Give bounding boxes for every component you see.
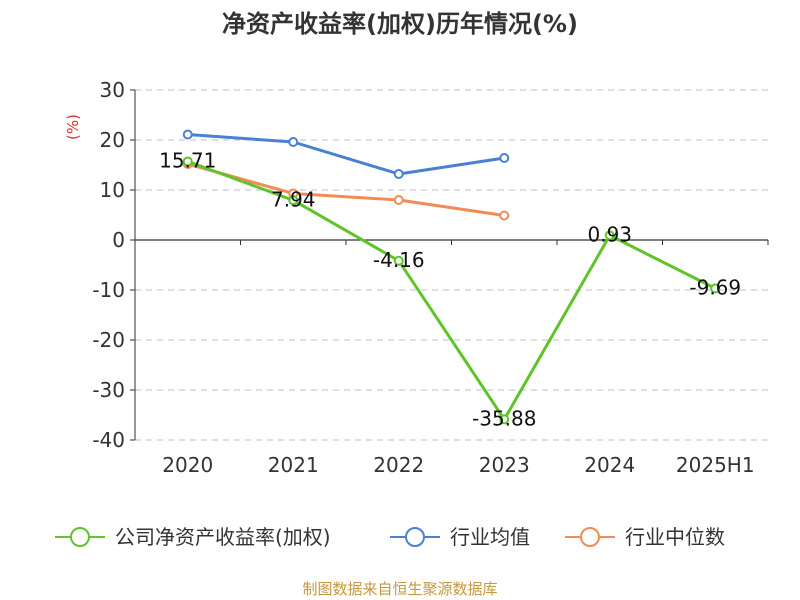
source-note: 制图数据来自恒生聚源数据库 [302,580,497,598]
data-label: -9.69 [689,275,741,299]
industry-median-point[interactable] [499,210,510,221]
gridlines [135,89,768,441]
x-tick-label: 2022 [373,453,424,477]
company-roe-point[interactable] [393,255,404,266]
legend-item-industry-mean[interactable]: 行业均值 [390,525,530,549]
legend-item-industry-median[interactable]: 行业中位数 [565,525,725,549]
data-labels: 15.71 7.94 -4.16 -35.88 0.93 -9.69 [159,148,741,430]
legend-label: 公司净资产收益率(加权) [115,525,331,549]
legend-item-company-roe[interactable]: 公司净资产收益率(加权) [55,525,331,549]
y-tick-label: 10 [100,178,125,202]
industry-mean-line [187,133,505,176]
company-roe-point[interactable] [604,230,615,241]
legend-label: 行业均值 [450,525,530,549]
company-roe-point[interactable] [288,195,299,206]
y-tick-label: -20 [92,328,125,352]
x-tick-label: 2021 [268,453,319,477]
industry-mean-point[interactable] [499,153,510,163]
data-label: -35.88 [472,406,536,430]
data-label: -4.16 [373,248,425,272]
company-roe-point[interactable] [499,414,510,425]
chart-title: 净资产收益率(加权)历年情况(%) [222,10,578,38]
series-layer [182,129,721,425]
legend-label: 行业中位数 [625,525,725,549]
legend-swatch-marker [405,527,425,547]
industry-mean-point[interactable] [288,137,299,147]
data-label: 0.93 [587,222,632,246]
x-tick-label: 2023 [479,453,530,477]
data-label: 15.71 [159,148,216,172]
axes: 30 20 10 0 -10 -20 -30 -40 2020 2021 2022 2023 2024 2… [92,78,769,477]
legend-swatch-marker [580,527,600,547]
series-company-roe [182,156,721,425]
x-tick-label: 2020 [162,453,213,477]
industry-mean-point[interactable] [393,169,404,179]
series-industry-mean [182,129,510,179]
company-roe-line [187,159,716,421]
y-tick-label: 0 [112,228,125,252]
y-tick-label: 30 [100,78,125,102]
industry-median-line [187,162,505,217]
x-tick-label: 2025H1 [676,453,755,477]
company-roe-point[interactable] [182,156,193,167]
x-tick-label: 2024 [584,453,635,477]
industry-median-point[interactable] [393,195,404,205]
company-roe-point[interactable] [710,283,721,294]
y-tick-label: 20 [100,128,125,152]
y-axis-unit-label: (%) [64,114,82,140]
data-label: 7.94 [271,187,316,211]
y-tick-label: -30 [92,378,125,402]
legend[interactable]: 公司净资产收益率(加权) 行业均值 行业中位数 [55,525,725,549]
y-tick-label: -40 [92,428,125,452]
legend-swatch-marker [70,527,90,547]
y-tick-label: -10 [92,278,125,302]
industry-mean-point[interactable] [182,129,193,140]
